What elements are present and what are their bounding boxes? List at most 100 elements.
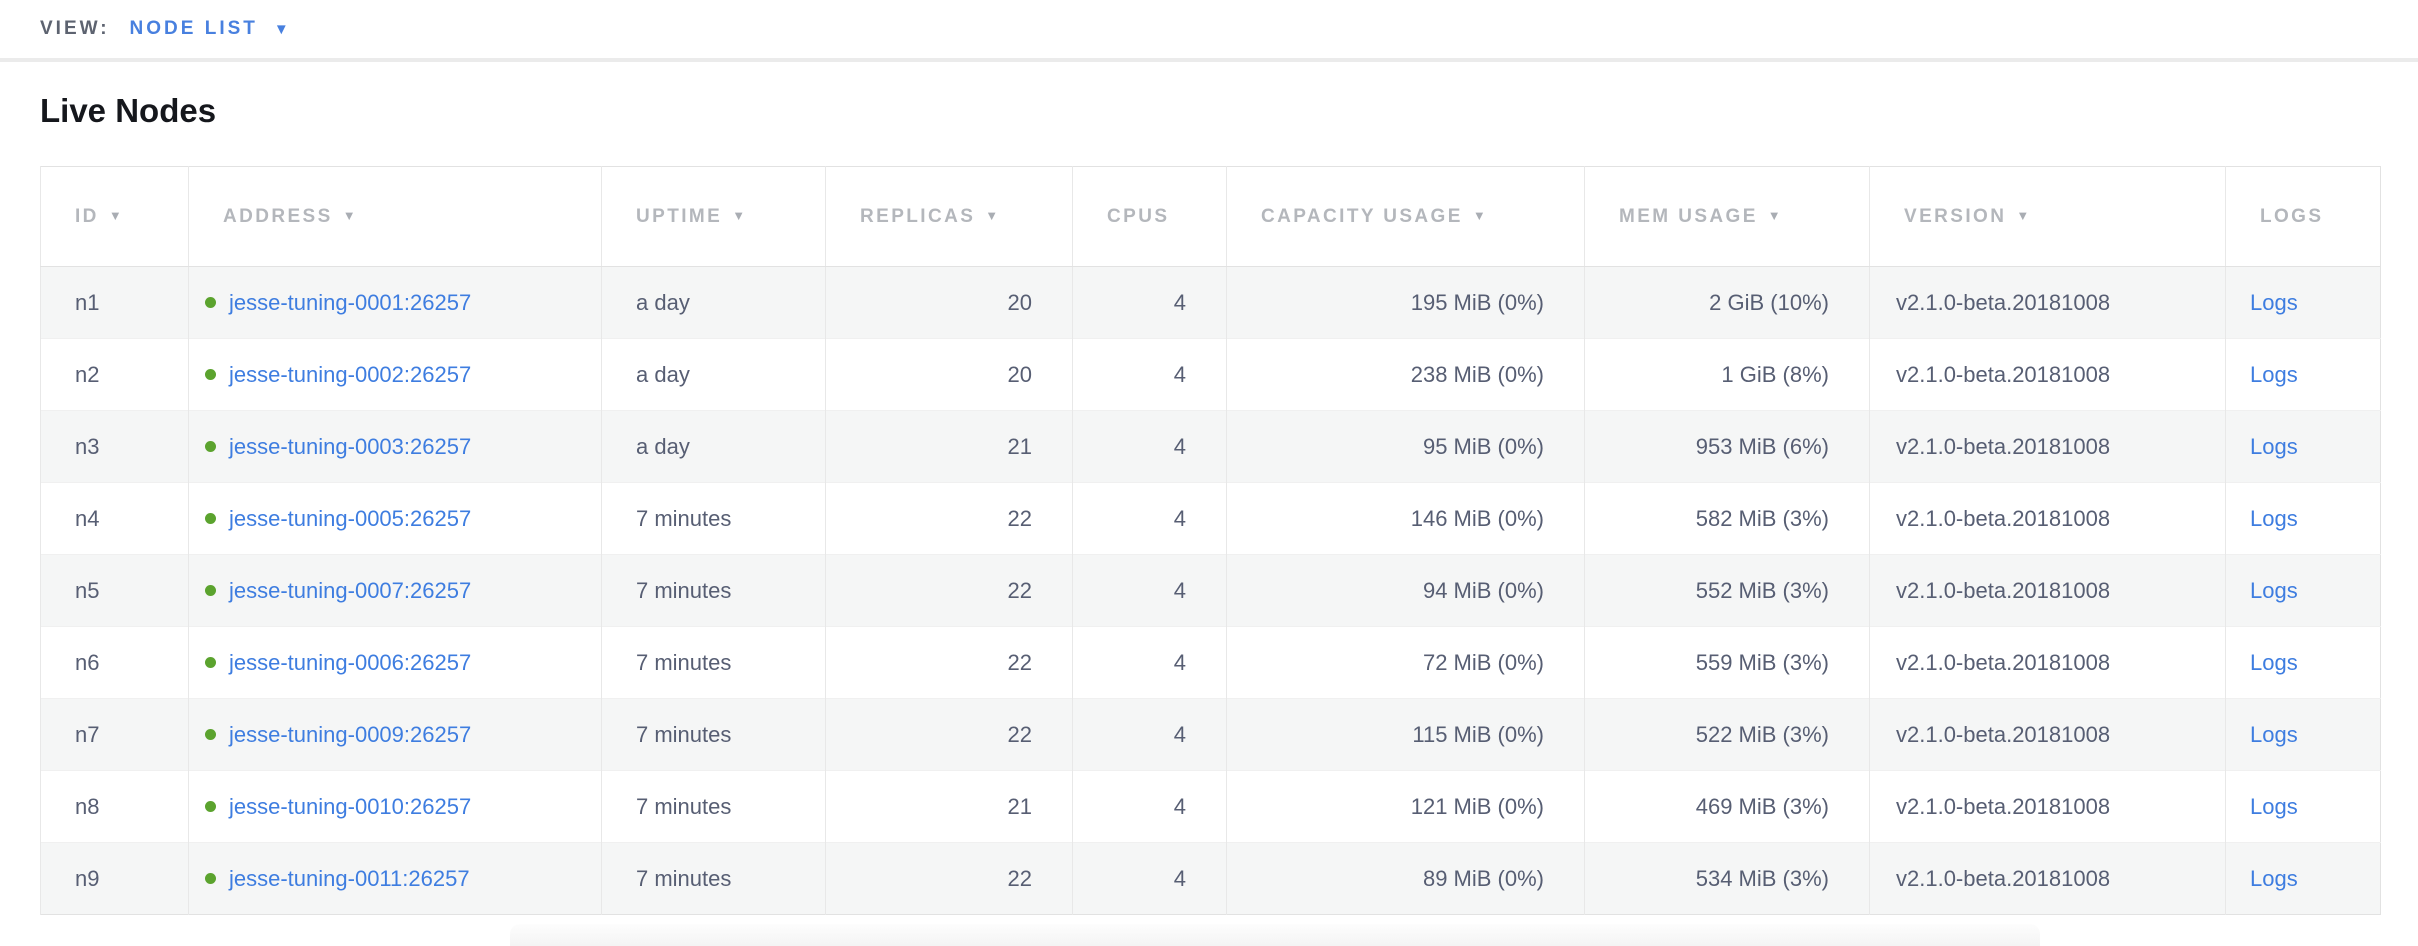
node-uptime-cell: 7 minutes xyxy=(601,698,826,771)
node-mem-usage-cell: 1 GiB (8%) xyxy=(1584,338,1870,411)
node-id-cell: n3 xyxy=(40,410,189,483)
node-cpus-cell: 4 xyxy=(1072,482,1227,555)
node-address-cell: jesse-tuning-0002:26257 xyxy=(188,338,602,411)
view-selector-dropdown[interactable]: NODE LIST ▼ xyxy=(130,18,289,40)
node-uptime-cell: 7 minutes xyxy=(601,770,826,843)
node-id-cell: n9 xyxy=(40,842,189,915)
table-row: n4 jesse-tuning-0005:26257 7 minutes 22 … xyxy=(40,482,2381,555)
node-id: n5 xyxy=(75,577,100,603)
node-capacity-usage-cell: 95 MiB (0%) xyxy=(1226,410,1585,483)
sort-desc-icon: ▼ xyxy=(342,207,358,223)
node-address-link[interactable]: jesse-tuning-0010:26257 xyxy=(229,793,472,819)
node-capacity-usage-cell: 121 MiB (0%) xyxy=(1226,770,1585,843)
node-capacity-usage-cell: 146 MiB (0%) xyxy=(1226,482,1585,555)
node-address-link[interactable]: jesse-tuning-0009:26257 xyxy=(229,721,472,747)
node-id: n6 xyxy=(75,649,100,675)
logs-link[interactable]: Logs xyxy=(2250,361,2298,387)
node-id: n7 xyxy=(75,721,100,747)
node-cpus-cell: 4 xyxy=(1072,554,1227,627)
node-id: n3 xyxy=(75,433,100,459)
logs-link[interactable]: Logs xyxy=(2250,577,2298,603)
node-version-cell: v2.1.0-beta.20181008 xyxy=(1869,842,2226,915)
logs-link[interactable]: Logs xyxy=(2250,649,2298,675)
column-header-cpus: CPUS xyxy=(1072,166,1227,267)
logs-link[interactable]: Logs xyxy=(2250,721,2298,747)
node-version-cell: v2.1.0-beta.20181008 xyxy=(1869,770,2226,843)
column-header-label: VERSION xyxy=(1904,205,2007,227)
sort-desc-icon: ▼ xyxy=(2016,207,2032,223)
logs-link[interactable]: Logs xyxy=(2250,793,2298,819)
node-id: n1 xyxy=(75,289,100,315)
node-mem-usage-cell: 582 MiB (3%) xyxy=(1584,482,1870,555)
column-header-logs: LOGS xyxy=(2225,166,2381,267)
node-capacity-usage-cell: 89 MiB (0%) xyxy=(1226,842,1585,915)
node-uptime-cell: a day xyxy=(601,410,826,483)
node-replicas-cell: 21 xyxy=(825,770,1073,843)
column-header-label: CPUS xyxy=(1107,205,1170,227)
node-address-link[interactable]: jesse-tuning-0011:26257 xyxy=(229,865,470,891)
node-address-link[interactable]: jesse-tuning-0001:26257 xyxy=(229,289,472,315)
node-address-link[interactable]: jesse-tuning-0006:26257 xyxy=(229,649,472,675)
column-header-uptime[interactable]: UPTIME ▼ xyxy=(601,166,826,267)
node-version-cell: v2.1.0-beta.20181008 xyxy=(1869,482,2226,555)
table-row: n6 jesse-tuning-0006:26257 7 minutes 22 … xyxy=(40,626,2381,699)
node-replicas-cell: 22 xyxy=(825,482,1073,555)
live-status-icon xyxy=(205,585,216,597)
node-address-cell: jesse-tuning-0005:26257 xyxy=(188,482,602,555)
node-address-link[interactable]: jesse-tuning-0003:26257 xyxy=(229,433,472,459)
node-mem-usage-cell: 559 MiB (3%) xyxy=(1584,626,1870,699)
node-capacity-usage-cell: 72 MiB (0%) xyxy=(1226,626,1585,699)
column-header-capacity-usage[interactable]: CAPACITY USAGE ▼ xyxy=(1226,166,1585,267)
node-logs-cell: Logs xyxy=(2225,698,2381,771)
node-id-cell: n2 xyxy=(40,338,189,411)
node-address-link[interactable]: jesse-tuning-0007:26257 xyxy=(229,577,472,603)
node-replicas-cell: 21 xyxy=(825,410,1073,483)
node-id-cell: n6 xyxy=(40,626,189,699)
node-logs-cell: Logs xyxy=(2225,770,2381,843)
view-bar: VIEW: NODE LIST ▼ xyxy=(0,0,2418,62)
node-id: n4 xyxy=(75,505,100,531)
next-section-top-edge xyxy=(510,924,2040,946)
sort-desc-icon: ▼ xyxy=(732,207,748,223)
column-header-mem-usage[interactable]: MEM USAGE ▼ xyxy=(1584,166,1870,267)
node-id-cell: n7 xyxy=(40,698,189,771)
table-row: n7 jesse-tuning-0009:26257 7 minutes 22 … xyxy=(40,698,2381,771)
page-title: Live Nodes xyxy=(40,92,217,129)
column-header-replicas[interactable]: REPLICAS ▼ xyxy=(825,166,1073,267)
node-id-cell: n4 xyxy=(40,482,189,555)
logs-link[interactable]: Logs xyxy=(2250,505,2298,531)
live-status-icon xyxy=(205,801,216,813)
node-mem-usage-cell: 953 MiB (6%) xyxy=(1584,410,1870,483)
logs-link[interactable]: Logs xyxy=(2250,433,2298,459)
node-address-cell: jesse-tuning-0001:26257 xyxy=(188,266,602,339)
node-replicas-cell: 22 xyxy=(825,698,1073,771)
sort-desc-icon: ▼ xyxy=(985,207,1001,223)
node-replicas-cell: 22 xyxy=(825,842,1073,915)
node-replicas-cell: 20 xyxy=(825,266,1073,339)
live-nodes-table: ID ▼ ADDRESS ▼ UPTIME ▼ REPLICAS ▼ CPUS CAPA… xyxy=(40,166,2381,915)
node-logs-cell: Logs xyxy=(2225,266,2381,339)
column-header-version[interactable]: VERSION ▼ xyxy=(1869,166,2226,267)
live-status-icon xyxy=(205,873,216,885)
column-header-id[interactable]: ID ▼ xyxy=(40,166,189,267)
node-cpus-cell: 4 xyxy=(1072,338,1227,411)
node-address-cell: jesse-tuning-0006:26257 xyxy=(188,626,602,699)
node-address-link[interactable]: jesse-tuning-0005:26257 xyxy=(229,505,472,531)
node-address-cell: jesse-tuning-0009:26257 xyxy=(188,698,602,771)
column-header-label: ADDRESS xyxy=(223,205,333,227)
node-address-cell: jesse-tuning-0011:26257 xyxy=(188,842,602,915)
node-id: n2 xyxy=(75,361,100,387)
live-status-icon xyxy=(205,729,216,741)
node-capacity-usage-cell: 115 MiB (0%) xyxy=(1226,698,1585,771)
node-id-cell: n1 xyxy=(40,266,189,339)
live-status-icon xyxy=(205,369,216,381)
logs-link[interactable]: Logs xyxy=(2250,289,2298,315)
node-uptime-cell: 7 minutes xyxy=(601,842,826,915)
node-address-link[interactable]: jesse-tuning-0002:26257 xyxy=(229,361,472,387)
column-header-address[interactable]: ADDRESS ▼ xyxy=(188,166,602,267)
node-logs-cell: Logs xyxy=(2225,626,2381,699)
node-cpus-cell: 4 xyxy=(1072,770,1227,843)
node-table-body: n1 jesse-tuning-0001:26257 a day 20 4 19… xyxy=(40,266,2381,915)
logs-link[interactable]: Logs xyxy=(2250,865,2298,891)
table-row: n8 jesse-tuning-0010:26257 7 minutes 21 … xyxy=(40,770,2381,843)
